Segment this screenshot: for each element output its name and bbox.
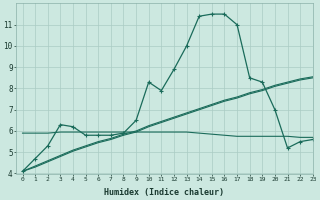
X-axis label: Humidex (Indice chaleur): Humidex (Indice chaleur) [105,188,225,197]
